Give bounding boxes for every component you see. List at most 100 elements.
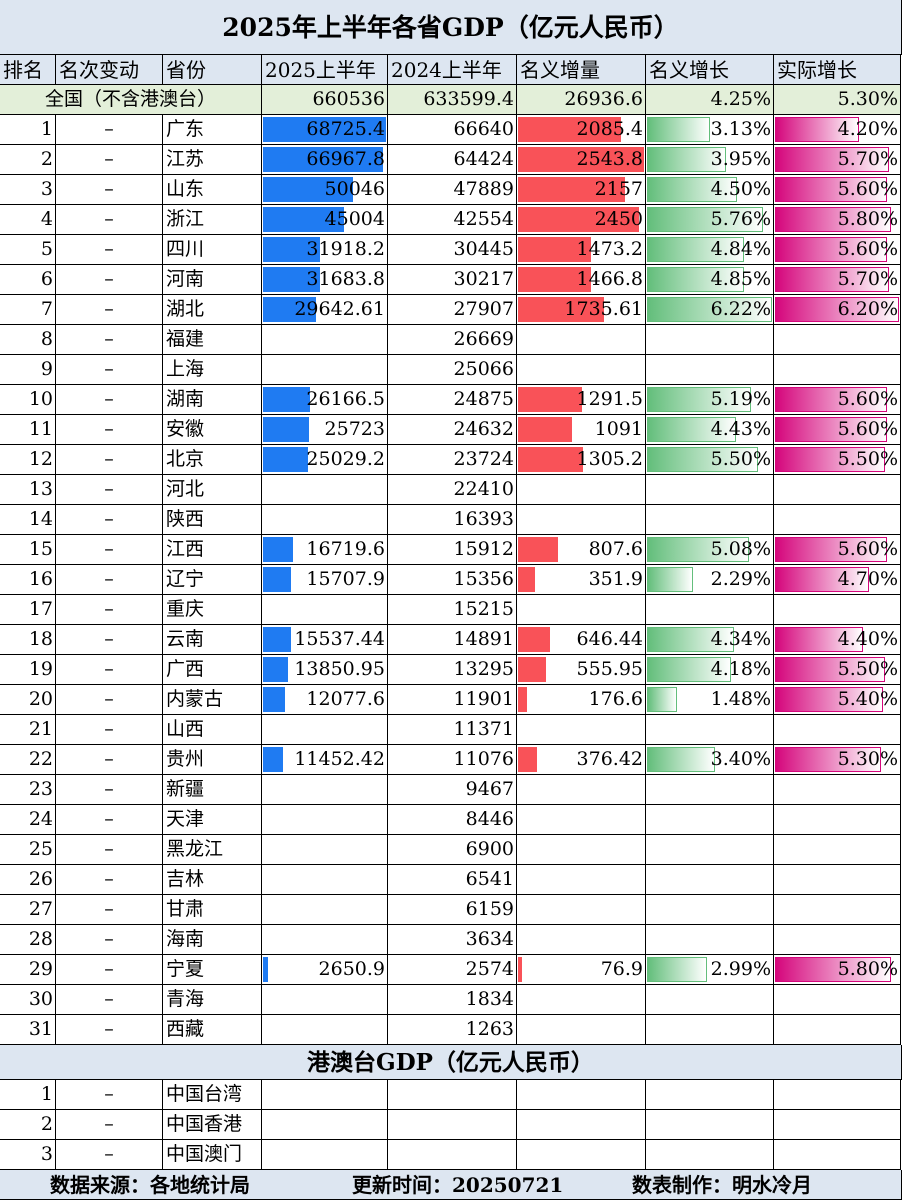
increase-cell[interactable]: 176.6 (517, 685, 646, 715)
gdp-2024-cell[interactable]: 6541 (388, 865, 517, 895)
rank-cell[interactable]: 18 (0, 625, 56, 655)
nominal-growth-cell[interactable]: 4.18% (646, 655, 774, 685)
hmt-empty-cell[interactable] (388, 1140, 517, 1170)
increase-cell[interactable]: 555.95 (517, 655, 646, 685)
gdp-2025-cell[interactable]: 11452.42 (262, 745, 388, 775)
rank-cell[interactable]: 25 (0, 835, 56, 865)
increase-cell[interactable]: 351.9 (517, 565, 646, 595)
nominal-growth-cell[interactable] (646, 985, 774, 1015)
rank-cell[interactable]: 11 (0, 415, 56, 445)
gdp-2024-cell[interactable]: 24632 (388, 415, 517, 445)
real-growth-cell[interactable]: 5.60% (774, 235, 901, 265)
nominal-growth-cell[interactable]: 6.22% (646, 295, 774, 325)
nominal-growth-cell[interactable]: 4.85% (646, 265, 774, 295)
rank-change-cell[interactable]: – (56, 115, 163, 145)
real-growth-cell[interactable]: 5.60% (774, 535, 901, 565)
increase-cell[interactable]: 1735.61 (517, 295, 646, 325)
rank-change-cell[interactable]: – (56, 535, 163, 565)
rank-cell[interactable]: 23 (0, 775, 56, 805)
gdp-2024-cell[interactable]: 1263 (388, 1015, 517, 1045)
gdp-2025-cell[interactable] (262, 1015, 388, 1045)
nominal-growth-cell[interactable] (646, 805, 774, 835)
gdp-2024-cell[interactable]: 26669 (388, 325, 517, 355)
rank-change-cell[interactable]: – (56, 1015, 163, 1045)
gdp-2025-cell[interactable]: 2650.9 (262, 955, 388, 985)
province-cell[interactable]: 山东 (163, 175, 262, 205)
nominal-growth-cell[interactable]: 5.76% (646, 205, 774, 235)
province-cell[interactable]: 吉林 (163, 865, 262, 895)
rank-cell[interactable]: 19 (0, 655, 56, 685)
gdp-2024-cell[interactable]: 25066 (388, 355, 517, 385)
rank-change-cell[interactable]: – (56, 295, 163, 325)
gdp-2024-cell[interactable]: 16393 (388, 505, 517, 535)
gdp-2024-cell[interactable]: 64424 (388, 145, 517, 175)
rank-change-cell[interactable]: – (56, 625, 163, 655)
nominal-growth-cell[interactable]: 4.84% (646, 235, 774, 265)
rank-cell[interactable]: 4 (0, 205, 56, 235)
rank-cell[interactable]: 6 (0, 265, 56, 295)
real-growth-cell[interactable]: 5.80% (774, 205, 901, 235)
gdp-2025-cell[interactable] (262, 865, 388, 895)
increase-cell[interactable] (517, 835, 646, 865)
rank-change-cell[interactable]: – (56, 385, 163, 415)
gdp-2025-cell[interactable] (262, 505, 388, 535)
real-growth-cell[interactable]: 5.60% (774, 385, 901, 415)
province-cell[interactable]: 新疆 (163, 775, 262, 805)
rank-change-cell[interactable]: – (56, 505, 163, 535)
province-cell[interactable]: 陕西 (163, 505, 262, 535)
gdp-2025-cell[interactable]: 25723 (262, 415, 388, 445)
nominal-growth-cell[interactable]: 3.40% (646, 745, 774, 775)
province-cell[interactable]: 湖北 (163, 295, 262, 325)
rank-change-cell[interactable]: – (56, 475, 163, 505)
nominal-growth-cell[interactable] (646, 1015, 774, 1045)
gdp-2025-cell[interactable] (262, 985, 388, 1015)
rank-change-cell[interactable]: – (56, 325, 163, 355)
province-cell[interactable]: 安徽 (163, 415, 262, 445)
gdp-2024-cell[interactable]: 42554 (388, 205, 517, 235)
gdp-2024-cell[interactable]: 22410 (388, 475, 517, 505)
real-growth-cell[interactable] (774, 325, 901, 355)
gdp-2025-cell[interactable] (262, 775, 388, 805)
gdp-2025-cell[interactable]: 31683.8 (262, 265, 388, 295)
rank-change-cell[interactable]: – (56, 775, 163, 805)
total-h1-2025[interactable]: 660536 (262, 85, 388, 115)
province-cell[interactable]: 内蒙古 (163, 685, 262, 715)
rank-change-cell[interactable]: – (56, 685, 163, 715)
gdp-2024-cell[interactable]: 15215 (388, 595, 517, 625)
increase-cell[interactable] (517, 805, 646, 835)
gdp-2025-cell[interactable] (262, 805, 388, 835)
rank-change-cell[interactable]: – (56, 205, 163, 235)
real-growth-cell[interactable]: 5.60% (774, 175, 901, 205)
real-growth-cell[interactable] (774, 865, 901, 895)
gdp-2025-cell[interactable]: 13850.95 (262, 655, 388, 685)
gdp-2025-cell[interactable] (262, 895, 388, 925)
hmt-rank-change-cell[interactable]: – (56, 1080, 163, 1110)
province-cell[interactable]: 山西 (163, 715, 262, 745)
nominal-growth-cell[interactable] (646, 835, 774, 865)
real-growth-cell[interactable]: 5.60% (774, 415, 901, 445)
hmt-rank-cell[interactable]: 3 (0, 1140, 56, 1170)
gdp-2024-cell[interactable]: 14891 (388, 625, 517, 655)
real-growth-cell[interactable]: 6.20% (774, 295, 901, 325)
increase-cell[interactable]: 807.6 (517, 535, 646, 565)
hmt-region-cell[interactable]: 中国澳门 (163, 1140, 262, 1170)
increase-cell[interactable]: 2085.4 (517, 115, 646, 145)
rank-cell[interactable]: 5 (0, 235, 56, 265)
province-cell[interactable]: 青海 (163, 985, 262, 1015)
nominal-growth-cell[interactable]: 3.13% (646, 115, 774, 145)
real-growth-cell[interactable] (774, 925, 901, 955)
rank-cell[interactable]: 10 (0, 385, 56, 415)
province-cell[interactable]: 四川 (163, 235, 262, 265)
increase-cell[interactable] (517, 475, 646, 505)
rank-cell[interactable]: 21 (0, 715, 56, 745)
real-growth-cell[interactable] (774, 895, 901, 925)
province-cell[interactable]: 云南 (163, 625, 262, 655)
province-cell[interactable]: 海南 (163, 925, 262, 955)
increase-cell[interactable]: 1091 (517, 415, 646, 445)
increase-cell[interactable] (517, 595, 646, 625)
hmt-empty-cell[interactable] (388, 1110, 517, 1140)
real-growth-cell[interactable] (774, 355, 901, 385)
nominal-growth-cell[interactable]: 2.99% (646, 955, 774, 985)
province-cell[interactable]: 上海 (163, 355, 262, 385)
total-h1-2024[interactable]: 633599.4 (388, 85, 517, 115)
